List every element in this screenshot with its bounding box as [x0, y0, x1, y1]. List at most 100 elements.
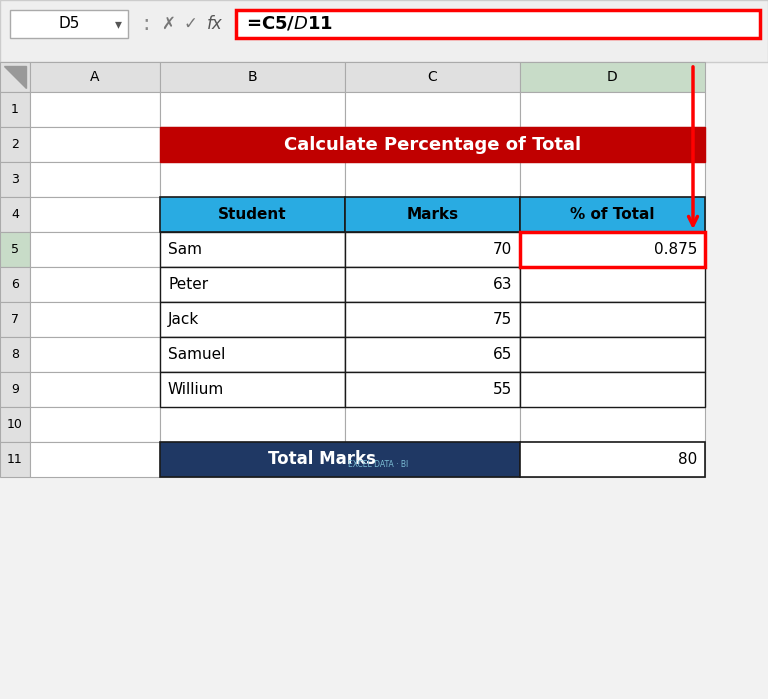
- Text: 11: 11: [7, 453, 23, 466]
- Text: 1: 1: [11, 103, 19, 116]
- Bar: [520, 162, 705, 197]
- Bar: [345, 267, 520, 302]
- Bar: [520, 62, 705, 92]
- Bar: [520, 232, 705, 267]
- Text: % of Total: % of Total: [571, 207, 655, 222]
- Text: Peter: Peter: [168, 277, 208, 292]
- Bar: [520, 372, 705, 407]
- Bar: [345, 372, 520, 407]
- Bar: [520, 92, 705, 127]
- Text: 4: 4: [11, 208, 19, 221]
- Text: 2: 2: [11, 138, 19, 151]
- Text: ✗: ✗: [161, 15, 175, 33]
- Text: Calculate Percentage of Total: Calculate Percentage of Total: [284, 136, 581, 154]
- Bar: [520, 232, 705, 267]
- Bar: [160, 62, 345, 92]
- Text: Jack: Jack: [168, 312, 199, 327]
- Bar: [160, 162, 345, 197]
- Bar: [345, 337, 520, 372]
- Bar: [160, 407, 345, 442]
- Bar: [520, 197, 705, 232]
- Bar: [30, 197, 160, 232]
- Text: 65: 65: [492, 347, 512, 362]
- Text: :: :: [142, 14, 150, 34]
- Text: 10: 10: [7, 418, 23, 431]
- Bar: [345, 92, 520, 127]
- Bar: [0, 337, 30, 372]
- Bar: [30, 337, 160, 372]
- Bar: [30, 372, 160, 407]
- Bar: [345, 127, 520, 162]
- Text: 0.875: 0.875: [654, 242, 697, 257]
- Text: fx: fx: [207, 15, 223, 33]
- Text: D5: D5: [58, 17, 80, 31]
- Bar: [160, 127, 345, 162]
- Text: 70: 70: [493, 242, 512, 257]
- Bar: [520, 302, 705, 337]
- Text: 5: 5: [11, 243, 19, 256]
- Bar: [160, 127, 705, 162]
- Bar: [30, 62, 160, 92]
- Bar: [160, 197, 345, 232]
- Bar: [160, 267, 345, 302]
- Bar: [160, 442, 345, 477]
- Bar: [30, 407, 160, 442]
- Bar: [345, 442, 520, 477]
- Bar: [0, 0, 768, 62]
- Bar: [160, 232, 345, 267]
- Bar: [345, 232, 520, 267]
- Text: 63: 63: [492, 277, 512, 292]
- Bar: [345, 407, 520, 442]
- Polygon shape: [4, 66, 26, 88]
- Bar: [520, 442, 705, 477]
- Bar: [345, 302, 520, 337]
- Bar: [160, 442, 520, 477]
- Text: A: A: [91, 70, 100, 84]
- Text: =C5/$D$11: =C5/$D$11: [246, 15, 333, 33]
- Bar: [160, 337, 345, 372]
- Bar: [345, 232, 520, 267]
- Bar: [345, 372, 520, 407]
- Bar: [345, 62, 520, 92]
- Bar: [0, 267, 30, 302]
- Text: 80: 80: [677, 452, 697, 467]
- Bar: [345, 162, 520, 197]
- Text: Samuel: Samuel: [168, 347, 225, 362]
- Bar: [160, 267, 345, 302]
- Bar: [0, 302, 30, 337]
- Bar: [345, 197, 520, 232]
- Bar: [520, 267, 705, 302]
- Bar: [160, 302, 345, 337]
- Bar: [0, 197, 30, 232]
- Text: Student: Student: [218, 207, 286, 222]
- Bar: [520, 372, 705, 407]
- Bar: [345, 302, 520, 337]
- Text: Total Marks: Total Marks: [268, 450, 376, 468]
- Bar: [0, 162, 30, 197]
- Bar: [30, 127, 160, 162]
- Bar: [520, 337, 705, 372]
- Text: Willium: Willium: [168, 382, 224, 397]
- Bar: [160, 92, 345, 127]
- Bar: [0, 442, 30, 477]
- Text: ✓: ✓: [183, 15, 197, 33]
- Bar: [345, 197, 520, 232]
- Bar: [520, 267, 705, 302]
- Bar: [520, 127, 705, 162]
- Text: 7: 7: [11, 313, 19, 326]
- Text: 75: 75: [493, 312, 512, 327]
- Text: 8: 8: [11, 348, 19, 361]
- Bar: [10, 10, 128, 38]
- Bar: [0, 232, 30, 267]
- Bar: [160, 232, 345, 267]
- Text: 6: 6: [11, 278, 19, 291]
- Bar: [30, 232, 160, 267]
- Bar: [0, 407, 30, 442]
- Bar: [160, 372, 345, 407]
- Bar: [30, 92, 160, 127]
- Text: 0.875: 0.875: [654, 242, 697, 257]
- Bar: [0, 372, 30, 407]
- Bar: [0, 127, 30, 162]
- Bar: [30, 267, 160, 302]
- Bar: [520, 407, 705, 442]
